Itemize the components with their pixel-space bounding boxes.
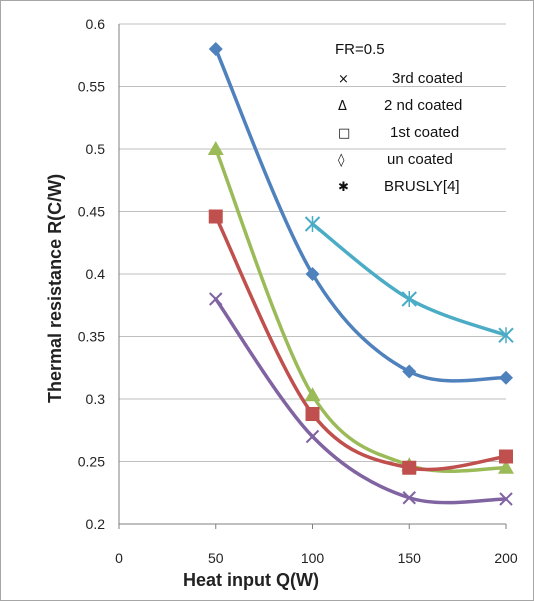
y-tick-label: 0.5 xyxy=(86,141,106,157)
series-3rd-coated-point xyxy=(305,429,320,444)
series-2-nd-coated-point xyxy=(207,141,224,155)
legend-label-brusly: BRUSLY[4] xyxy=(384,178,460,195)
y-tick-label: 0.55 xyxy=(78,79,105,95)
series-1st-coated-line xyxy=(214,214,508,472)
legend-header: FR=0.5 xyxy=(335,41,385,58)
series-un-coated-point xyxy=(305,267,320,281)
y-tick-label: 0.45 xyxy=(78,204,105,220)
y-tick-label: 0.3 xyxy=(86,391,106,407)
series-2-nd-coated xyxy=(207,141,514,474)
series-1st-coated-point xyxy=(305,407,320,421)
series-1st-coated-point xyxy=(499,449,513,464)
x-tick-label: 200 xyxy=(494,550,518,566)
series-un-coated-point xyxy=(402,364,417,379)
x-tick-label: 0 xyxy=(115,550,123,566)
series-brusly-4-point xyxy=(401,291,417,307)
x-tick-label: 100 xyxy=(301,550,325,566)
legend-label-2nd-coated: 2 nd coated xyxy=(384,97,462,114)
legend-label-un-coated: un coated xyxy=(387,151,453,168)
y-tick-label: 0.2 xyxy=(86,516,106,532)
series-brusly-4-line xyxy=(310,222,508,337)
x-axis-title: Heat input Q(W) xyxy=(183,570,319,590)
y-axis-title: Thermal resistance R(C/W) xyxy=(45,174,65,403)
series-1st-coated-point xyxy=(208,209,223,224)
y-tick-label: 0.6 xyxy=(86,16,106,32)
series-brusly-4 xyxy=(304,216,514,344)
series-un-coated xyxy=(208,42,513,385)
legend-symbol-2nd-coated: Δ xyxy=(338,99,347,114)
series-2-nd-coated-line xyxy=(214,147,508,473)
y-tick-label: 0.35 xyxy=(78,329,105,345)
x-tick-label: 50 xyxy=(208,550,224,566)
series-3rd-coated-line xyxy=(214,297,508,505)
series-3rd-coated-point xyxy=(209,292,223,306)
y-tick-label: 0.4 xyxy=(86,266,106,282)
series-un-coated-point xyxy=(208,42,223,56)
series-brusly-4-point xyxy=(498,327,514,344)
legend-layer: FR=0.5 × 3rd coated Δ 2 nd coated □ 1st … xyxy=(335,41,463,195)
axis-layer: 0.2 0.25 0.3 0.35 0.4 0.45 0.5 0.55 0.6 0 50 100 150… xyxy=(78,16,518,566)
series-1st-coated xyxy=(208,209,513,475)
legend-symbol-1st-coated: □ xyxy=(338,126,350,141)
series-brusly-4-point xyxy=(304,216,321,232)
series-2-nd-coated-point xyxy=(498,459,514,474)
legend-symbol-un-coated: ◊ xyxy=(338,153,345,168)
series-3rd-coated-point xyxy=(402,491,416,505)
series-layer xyxy=(207,42,514,506)
series-3rd-coated-point xyxy=(499,492,513,506)
series-un-coated-point xyxy=(499,370,513,385)
legend-label-3rd-coated: 3rd coated xyxy=(392,70,463,87)
series-un-coated-line xyxy=(214,47,508,383)
legend-symbol-brusly: ✱ xyxy=(338,180,349,195)
series-1st-coated-point xyxy=(402,460,417,475)
series-2-nd-coated-point xyxy=(304,387,321,402)
x-tick-label: 150 xyxy=(398,550,422,566)
legend-label-1st-coated: 1st coated xyxy=(390,124,459,141)
y-tick-label: 0.25 xyxy=(78,454,105,470)
legend-symbol-3rd-coated: × xyxy=(338,72,349,87)
series-3rd-coated xyxy=(209,292,513,506)
